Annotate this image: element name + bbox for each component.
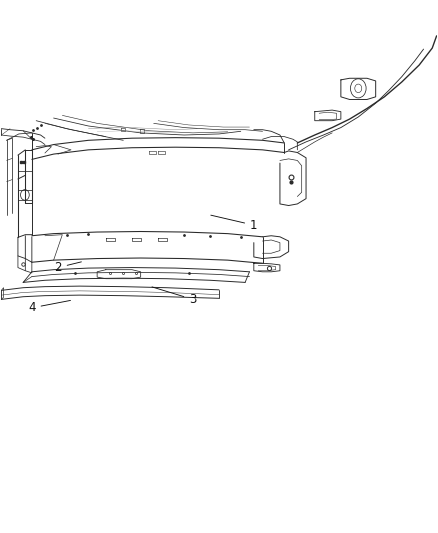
Text: 3: 3 — [152, 287, 197, 306]
Text: 1: 1 — [211, 215, 258, 232]
Text: 2: 2 — [54, 261, 81, 274]
Text: 4: 4 — [28, 301, 71, 314]
